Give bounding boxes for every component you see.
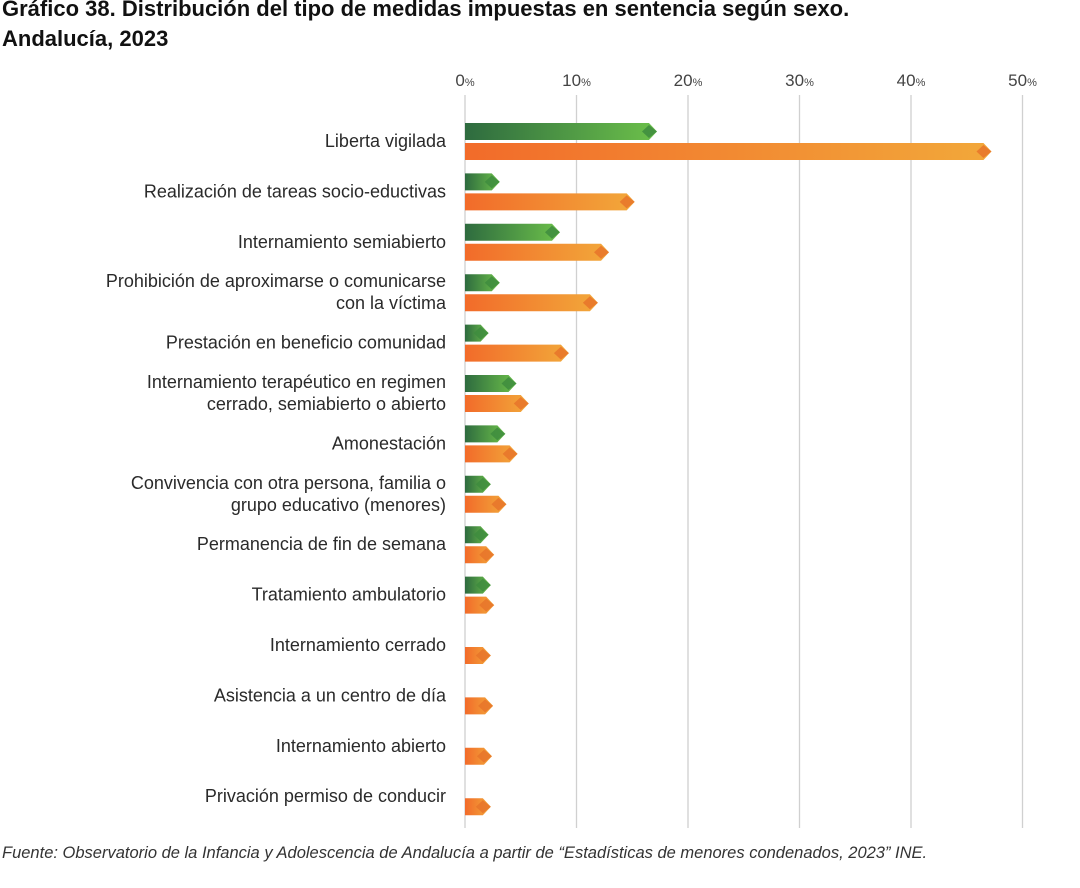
bar-series-a-tip xyxy=(501,377,517,390)
bar-series-b-tip xyxy=(619,195,635,209)
x-tick-label: 50% xyxy=(1008,71,1037,90)
bar-series-b-tip xyxy=(502,447,518,461)
bar-series-b xyxy=(465,143,992,160)
bar-series-b-tip xyxy=(478,699,494,713)
bar-series-a xyxy=(465,223,560,241)
bar-series-b-tip xyxy=(479,548,495,562)
bar-series-a-tip xyxy=(475,578,491,592)
bar-series-b xyxy=(465,294,598,312)
category-label: Internamiento cerrado xyxy=(270,635,446,655)
bar-series-b-tip xyxy=(479,598,495,612)
bar-series-b xyxy=(465,395,529,412)
bar-series-b-tip xyxy=(582,296,598,310)
category-label: Internamiento semiabierto xyxy=(238,232,446,252)
category-label: Privación permiso de conducir xyxy=(205,786,446,806)
bar-series-b-tip xyxy=(476,749,492,763)
bar-series-a xyxy=(465,123,657,140)
bar-series-b-tip xyxy=(475,800,491,814)
bar-series-a xyxy=(465,375,517,392)
category-label: Amonestación xyxy=(332,433,446,453)
bar-series-a-tip xyxy=(544,225,560,239)
x-tick-label: 20% xyxy=(674,71,703,90)
bar-series-b-tip xyxy=(553,346,569,360)
x-tick-label: 0% xyxy=(455,71,474,90)
bar-series-a-tip xyxy=(641,125,657,138)
chart-title-line-1: Gráfico 38. Distribución del tipo de med… xyxy=(2,0,850,21)
bar-series-a-tip xyxy=(484,175,500,189)
bar-series-a-tip xyxy=(475,477,491,491)
category-label: Internamiento terapéutico en regimen cerr… xyxy=(147,372,446,414)
category-label: Asistencia a un centro de día xyxy=(214,685,447,705)
category-label: Prestación en beneficio comunidad xyxy=(166,333,446,353)
category-label: Realización de tareas socio-eductivas xyxy=(144,181,446,201)
bar-series-b xyxy=(465,344,569,362)
bar-series-b xyxy=(465,193,635,211)
bar-series-b-tip xyxy=(475,649,491,662)
bar-series-b-tip xyxy=(491,497,507,511)
x-tick-label: 30% xyxy=(785,71,814,90)
chart-title-line-2: Andalucía, 2023 xyxy=(2,26,169,51)
bar-series-b xyxy=(465,445,518,463)
category-label: Liberta vigilada xyxy=(325,131,447,151)
category-label: Internamiento abierto xyxy=(276,736,446,756)
chart-title: Gráfico 38. Distribución del tipo de med… xyxy=(2,0,1077,54)
bar-series-a-tip xyxy=(490,427,506,441)
x-tick-label: 10% xyxy=(562,71,591,90)
bar-series-a-tip xyxy=(484,276,500,290)
bar-series-b-tip xyxy=(976,145,992,158)
bar-series-a-tip xyxy=(473,528,489,542)
category-label: Tratamiento ambulatorio xyxy=(252,585,446,605)
bar-series-b-tip xyxy=(594,245,610,259)
category-label: Prohibición de aproximarse o comunicarse… xyxy=(106,271,447,313)
bar-series-b-tip xyxy=(513,397,529,410)
x-tick-label: 40% xyxy=(897,71,926,90)
source-note: Fuente: Observatorio de la Infancia y Ad… xyxy=(2,844,928,862)
category-label: Permanencia de fin de semana xyxy=(197,534,447,554)
bar-series-a-tip xyxy=(473,326,489,340)
bar-series-b xyxy=(465,243,610,261)
